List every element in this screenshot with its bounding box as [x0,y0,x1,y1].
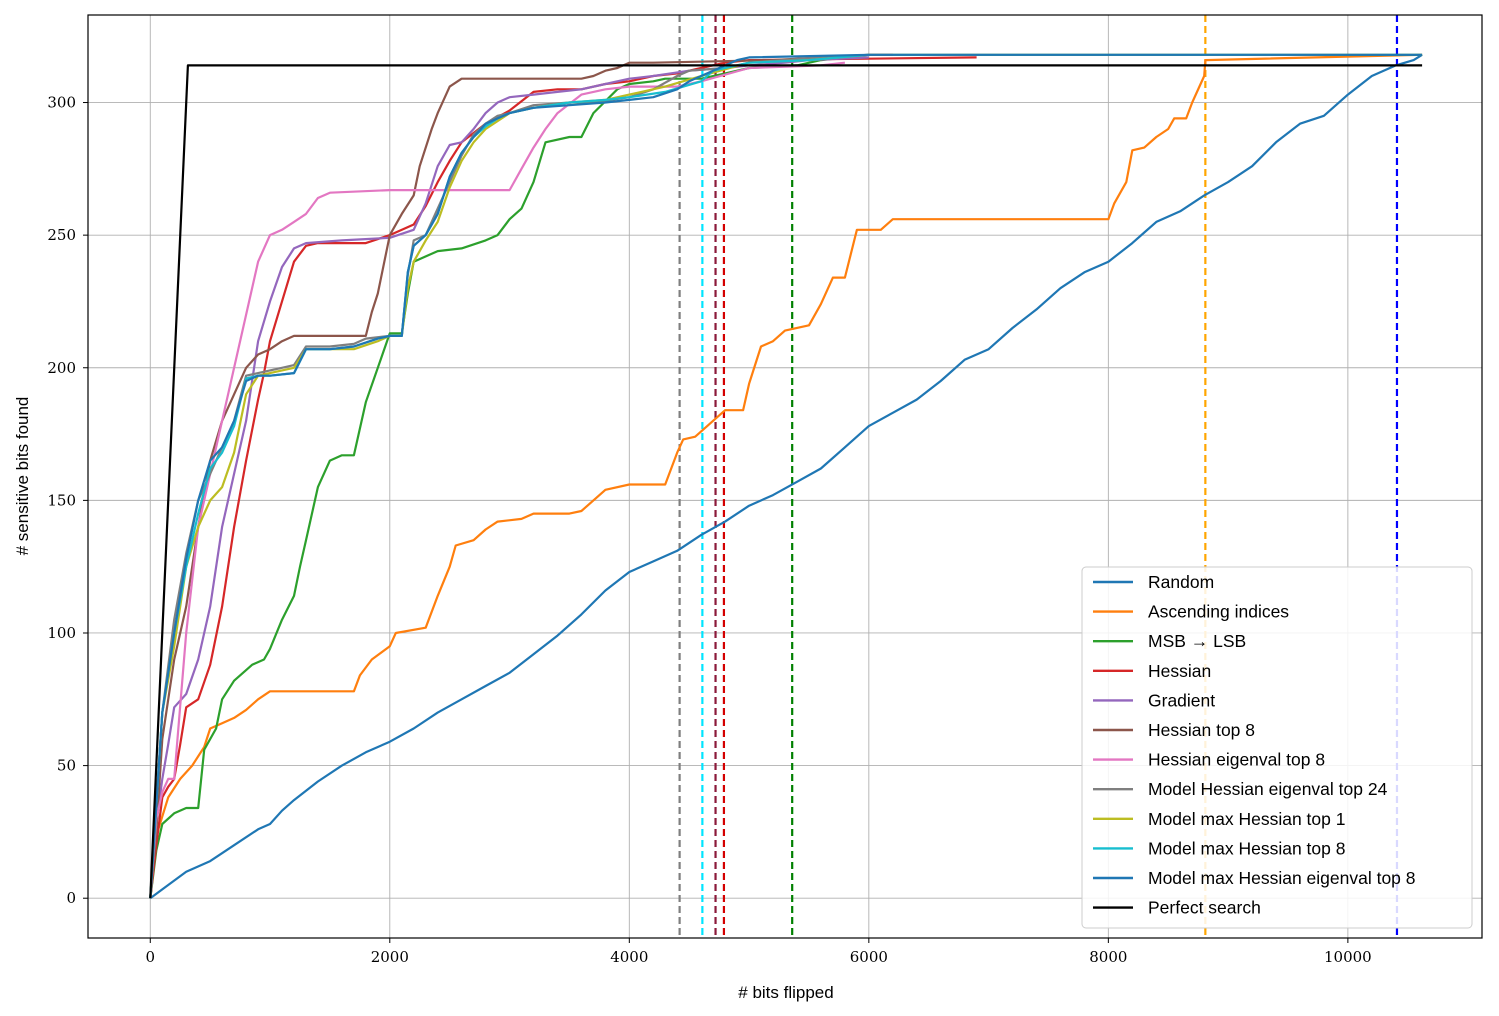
y-tick-label: 150 [47,491,76,509]
legend-label: Model max Hessian top 1 [1148,809,1345,829]
series-line-8 [149,53,869,899]
series-line-1 [149,53,1423,899]
legend-items: Random Ascending indices MSB → LSB Hessian G… [1093,572,1416,918]
x-tick-label: 10000 [1324,948,1372,966]
y-tick-label: 100 [47,624,76,642]
x-tick-label: 6000 [850,948,888,966]
series-line-6 [149,61,846,899]
x-tick-label: 0 [146,948,156,966]
axis-ticks: 0 2000 4000 6000 8000 10000 0 50 100 150 200 250 300 [47,94,1371,966]
legend-label: MSB → LSB [1148,631,1246,651]
y-tick-label: 0 [66,889,76,907]
series-line-10 [149,53,1423,899]
y-tick-label: 300 [47,94,76,112]
series-lines [149,53,1423,900]
legend-label: Hessian [1148,661,1211,681]
series-line-3 [149,56,977,899]
x-tick-label: 8000 [1089,948,1127,966]
legend-label: Perfect search [1148,898,1261,918]
grid [88,15,1482,938]
y-tick-label: 250 [47,226,76,244]
series-line-11 [149,64,1423,899]
legend-label: Random [1148,572,1214,592]
legend-label: Model Hessian eigenval top 24 [1148,779,1388,799]
series-line-5 [149,53,893,899]
legend-label: Model max Hessian top 8 [1148,838,1345,858]
legend: Random Ascending indices MSB → LSB Hessian G… [1081,566,1473,929]
x-tick-label: 4000 [610,948,648,966]
legend-label: Hessian top 8 [1148,720,1255,740]
series-line-9 [149,53,869,899]
legend-box [1081,566,1473,929]
series-line-7 [149,53,869,899]
y-axis-title: # sensitive bits found [13,397,32,556]
series-line-0 [149,53,1423,900]
legend-label: Ascending indices [1148,602,1289,622]
plot-frame [87,14,1483,939]
y-tick-label: 200 [47,359,76,377]
legend-label: Hessian eigenval top 8 [1148,750,1325,770]
x-axis-title: # bits flipped [738,983,833,1002]
y-tick-label: 50 [57,757,76,775]
x-tick-label: 2000 [371,948,409,966]
series-line-4 [149,56,869,899]
legend-label: Gradient [1148,690,1215,710]
legend-label: Model max Hessian eigenval top 8 [1148,868,1416,888]
